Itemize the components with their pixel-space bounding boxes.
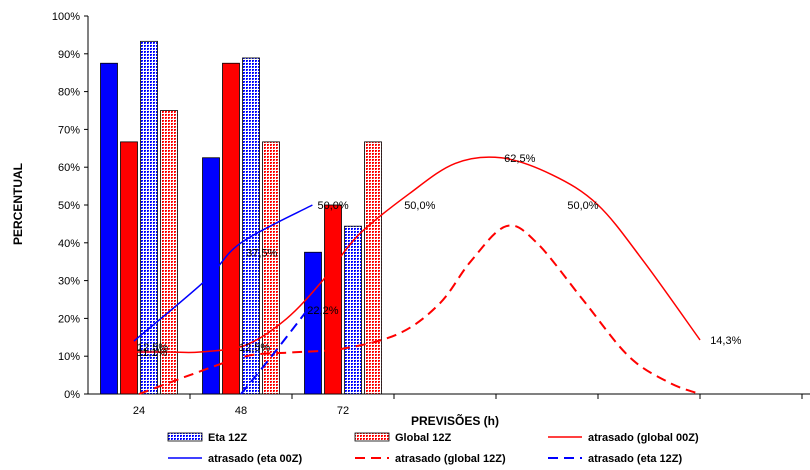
bar	[344, 225, 362, 395]
y-tick-label: 50%	[58, 200, 80, 212]
line-series	[133, 156, 701, 354]
line-series	[240, 309, 309, 395]
bar	[140, 40, 158, 395]
legend-label: atrasado (eta 00Z)	[208, 453, 302, 465]
y-tick-label: 70%	[58, 124, 80, 136]
y-tick-label: 10%	[58, 351, 80, 363]
legend: Eta 12Z Global 12Z atrasado (global 00Z) at…	[167, 432, 699, 465]
legend-label: atrasado (global 12Z)	[395, 453, 506, 465]
data-label: 12,5%	[137, 342, 168, 354]
legend-entry: atrasado (eta 00Z)	[168, 453, 302, 465]
legend-entry: Global 12Z	[354, 432, 452, 444]
bar	[120, 141, 138, 395]
legend-entry: Eta 12Z	[167, 432, 247, 444]
data-label: 50,0%	[404, 200, 435, 212]
data-label: 22,2%	[307, 305, 338, 317]
legend-label: atrasado (global 00Z)	[588, 432, 699, 444]
x-tick-label: 48	[235, 405, 247, 417]
legend-entry: atrasado (global 00Z)	[548, 432, 699, 444]
bar	[262, 141, 280, 395]
bar	[160, 110, 178, 395]
legend-label: Eta 12Z	[208, 432, 247, 444]
data-label: 62,5%	[504, 153, 535, 165]
bar	[222, 62, 240, 395]
x-tick-label: 24	[133, 405, 145, 417]
legend-entry: atrasado (eta 12Z)	[548, 453, 682, 465]
bar	[304, 251, 322, 395]
legend-label: Global 12Z	[395, 432, 452, 444]
bars-group	[100, 40, 382, 395]
y-axis: 0% 10% 20% 30% 40% 50% 60% 70% 80% 90% 100%	[52, 11, 89, 401]
y-tick-label: 60%	[58, 162, 80, 174]
y-tick-label: 80%	[58, 87, 80, 99]
y-tick-label: 100%	[52, 11, 80, 23]
y-tick-label: 20%	[58, 313, 80, 325]
y-tick-label: 90%	[58, 49, 80, 61]
data-label: 37,5%	[246, 247, 277, 259]
data-label: 50,0%	[318, 200, 349, 212]
y-tick-label: 30%	[58, 276, 80, 288]
data-label: 11,1%	[137, 347, 168, 359]
legend-swatch	[354, 432, 390, 442]
bar	[324, 204, 342, 395]
x-axis-title: PREVISÕES (h)	[411, 413, 499, 428]
line-series	[133, 204, 313, 342]
y-axis-title: PERCENTUAL	[11, 163, 25, 245]
data-label: 50,0%	[567, 200, 598, 212]
bar	[100, 62, 118, 395]
legend-swatch	[167, 432, 203, 442]
y-tick-label: 40%	[58, 238, 80, 250]
y-tick-label: 0%	[64, 389, 80, 401]
lines-group	[133, 156, 701, 395]
data-label: 12,5%	[239, 342, 270, 354]
annotations-group: 62,5%50,0% 50,0% 50,0%37,5%22,2%12,5%11,1%…	[137, 153, 742, 359]
bar	[242, 57, 260, 395]
line-series	[138, 224, 701, 395]
data-label: 14,3%	[710, 335, 741, 347]
x-tick-label: 72	[337, 405, 349, 417]
bar	[364, 141, 382, 395]
legend-entry: atrasado (global 12Z)	[355, 453, 506, 465]
legend-label: atrasado (eta 12Z)	[588, 453, 682, 465]
